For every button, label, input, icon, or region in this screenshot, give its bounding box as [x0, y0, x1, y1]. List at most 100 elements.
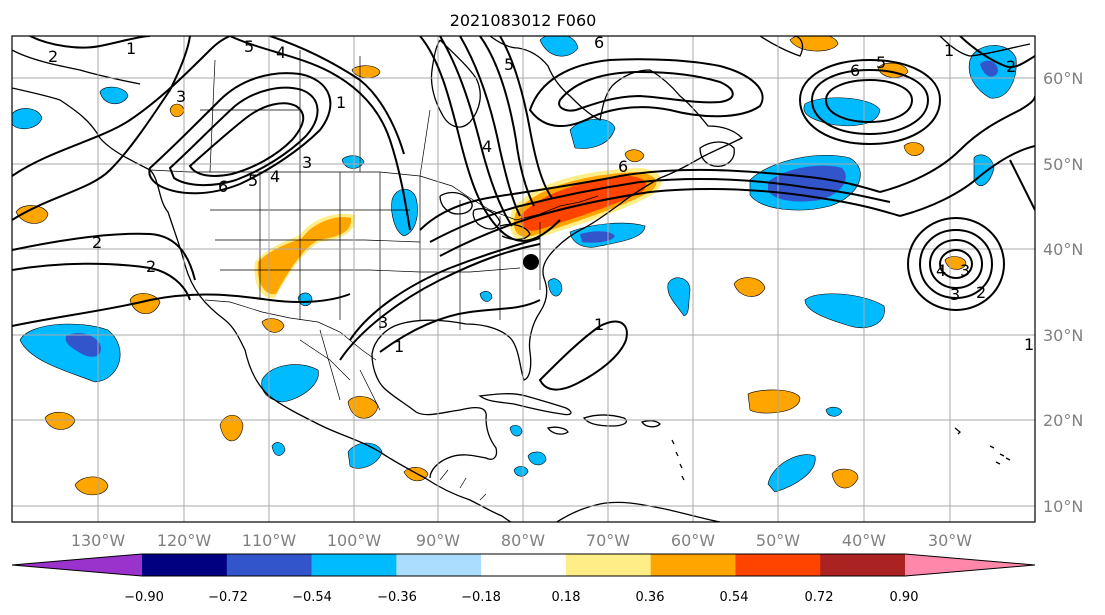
contour-jet-3	[439, 188, 901, 257]
colorbar-tick-label: 0.36	[636, 590, 665, 605]
contour-label: 6	[594, 33, 604, 52]
contour-label: 1	[594, 315, 604, 334]
contour-label: 6	[218, 177, 228, 196]
cold-anomaly-gulf-small	[479, 291, 493, 302]
contour-north-ridge-2	[269, 36, 405, 155]
contour-pacific-1	[12, 293, 351, 327]
contour-label: 3	[176, 87, 186, 106]
cold-anomaly-greenland-core	[980, 60, 998, 77]
colorbar: −0.90 −0.72 −0.54 −0.36 −0.18 0.18 0.36 …	[11, 553, 1036, 605]
contour-nw-loop-outer	[148, 72, 332, 195]
hispaniola	[582, 414, 627, 427]
lon-tick-label: 90°W	[416, 531, 460, 550]
colorbar-segment	[565, 554, 652, 576]
warm-anomaly-pacific-south2	[74, 476, 109, 496]
colorbar-labels: −0.90 −0.72 −0.54 −0.36 −0.18 0.18 0.36 …	[124, 590, 918, 605]
greenland-east	[939, 36, 1031, 57]
cold-anomaly-canada-west	[341, 155, 365, 169]
latitude-labels: 60°N 50°N 40°N 30°N 20°N 10°N	[1043, 69, 1083, 516]
cuba	[478, 393, 572, 416]
contour-pacific-north	[29, 36, 151, 49]
contour-label: 5	[504, 55, 514, 74]
colorbar-tick-label: −0.54	[292, 590, 332, 605]
contour-atlantic-1	[538, 320, 628, 391]
lat-tick-label: 60°N	[1043, 69, 1083, 88]
contour-label: 4	[482, 137, 492, 156]
contour-label: 6	[850, 61, 860, 80]
contour-label: 2	[92, 233, 102, 252]
contour-east-low-1	[918, 228, 994, 300]
cold-anomaly-pacific-nw	[12, 108, 43, 130]
north-america-coast	[12, 36, 744, 522]
south-america-north	[555, 501, 721, 522]
contour-label: 2	[146, 257, 156, 276]
political-borders	[149, 50, 599, 501]
us-mexico-border	[204, 299, 377, 361]
newfoundland	[699, 141, 735, 167]
contour-east-coast	[339, 243, 541, 361]
colorbar-segment	[820, 554, 906, 576]
contour-label: 3	[302, 153, 312, 172]
map-area: 2 1 5 4 3 2 6 5 4 3 2 6 1 6 5 4 3 6 5 1 …	[12, 33, 1035, 522]
hudson-bay-coast	[430, 39, 481, 128]
colorbar-tick-label: 0.90	[890, 590, 919, 605]
contour-jet-2	[429, 178, 891, 243]
colorbar-segment	[396, 554, 482, 576]
contour-north-atlantic-high	[879, 95, 1035, 193]
colorbar-tick-label: −0.72	[208, 590, 248, 605]
contour-pacific-trough	[12, 232, 196, 281]
cold-anomaly-florida	[547, 278, 563, 297]
contour-label: 2	[48, 47, 58, 66]
contour-lines	[12, 36, 1035, 391]
lon-tick-label: 60°W	[671, 531, 715, 550]
cold-anomaly-yucatan-west	[347, 442, 383, 469]
warm-anomaly-atlantic-se	[831, 468, 859, 489]
colorbar-segment	[226, 554, 313, 576]
lat-tick-label: 50°N	[1043, 155, 1083, 174]
cold-anomaly-pacific-small1	[271, 442, 286, 456]
contour-label: 3	[960, 261, 970, 280]
contour-north-ridge-1	[229, 36, 411, 231]
colorbar-segment	[735, 554, 821, 576]
azores-island	[954, 427, 961, 435]
colorbar-extend-high	[905, 554, 1035, 576]
contour-pacific-west-ridge	[12, 36, 231, 177]
lon-tick-label: 130°W	[71, 531, 126, 550]
warm-anomaly-central-america	[403, 467, 429, 482]
contour-label: 1	[1024, 335, 1034, 354]
longitude-labels: 130°W 120°W 110°W 100°W 90°W 80°W 70°W 6…	[71, 531, 972, 550]
contour-label: 5	[248, 171, 258, 190]
warm-anomaly-southwest-us	[254, 213, 356, 299]
lesser-antilles	[671, 439, 685, 481]
warm-anomaly-atlantic-south	[747, 389, 801, 414]
contour-label: 1	[126, 39, 136, 58]
central-america-borders	[439, 469, 487, 501]
colorbar-tick-label: −0.90	[124, 590, 164, 605]
warm-anomaly-pacific-south3	[219, 414, 244, 442]
colorbar-segment	[650, 554, 736, 576]
cold-anomaly-mexico-west	[261, 364, 319, 403]
contour-label: 6	[618, 157, 628, 176]
warm-anomaly-north-atlantic3	[903, 142, 925, 156]
colorbar-tick-label: 0.18	[552, 590, 581, 605]
puerto-rico	[640, 420, 661, 428]
contour-label: 5	[876, 53, 886, 72]
warm-anomaly-north-cap	[624, 149, 645, 163]
contour-pacific-2	[12, 262, 191, 301]
contour-east-low-4	[906, 216, 1006, 312]
cold-anomaly-atlantic-1	[667, 277, 691, 317]
contour-label: 4	[270, 167, 280, 186]
contour-north-atlantic-high-2	[899, 145, 1035, 217]
colorbar-tick-label: 0.54	[720, 590, 749, 605]
contour-central-trough-3	[459, 36, 521, 217]
contour-label: 1	[336, 93, 346, 112]
jamaica	[546, 426, 569, 435]
colorbar-tick-label: −0.18	[461, 590, 501, 605]
colorbar-extend-low	[12, 554, 142, 576]
contour-label: 2	[976, 283, 986, 302]
lon-tick-label: 80°W	[501, 531, 545, 550]
lat-tick-label: 20°N	[1043, 411, 1083, 430]
colorbar-segments	[11, 553, 1036, 577]
contour-nw-loop-mid	[168, 86, 319, 187]
contour-label: 4	[936, 261, 946, 280]
